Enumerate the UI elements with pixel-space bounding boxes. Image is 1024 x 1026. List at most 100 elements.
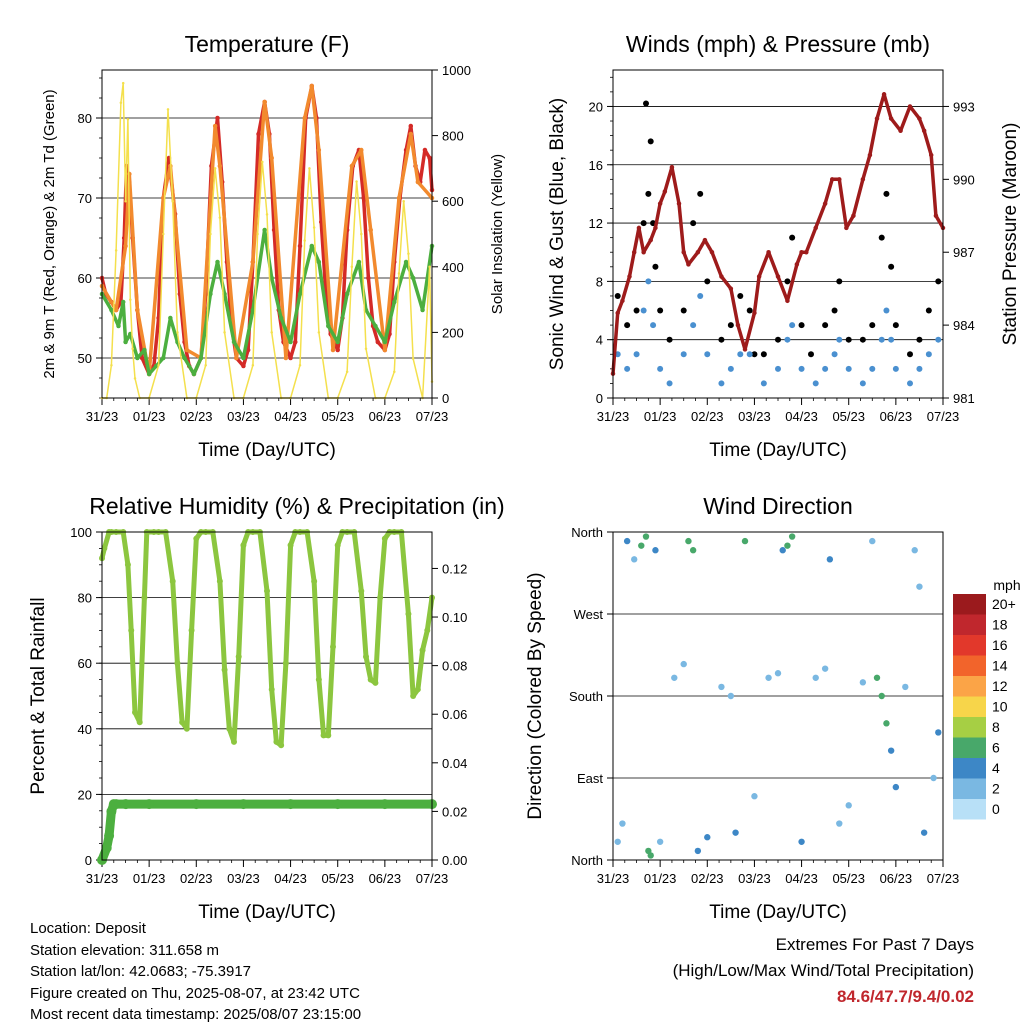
- data-point: [775, 274, 781, 279]
- direction-point: [647, 852, 654, 859]
- panel-title: Relative Humidity (%) & Precipitation (i…: [89, 493, 504, 519]
- data-point: [332, 799, 343, 810]
- elevation-text: Station elevation: 311.658 m: [30, 941, 220, 959]
- y-tick-label: 100: [70, 525, 92, 540]
- data-point: [359, 147, 364, 153]
- data-point: [756, 274, 762, 279]
- data-point: [317, 331, 321, 334]
- data-point: [261, 160, 264, 164]
- data-point: [288, 339, 293, 345]
- data-point: [285, 799, 296, 810]
- y-tick-label: 4: [596, 333, 603, 348]
- direction-point: [779, 547, 786, 554]
- data-point: [235, 653, 242, 660]
- data-point: [245, 347, 251, 353]
- data-point: [752, 310, 757, 316]
- data-point: [269, 275, 274, 281]
- data-point: [216, 578, 223, 585]
- data-point: [124, 199, 127, 203]
- data-point: [135, 355, 140, 361]
- data-point: [869, 365, 876, 372]
- data-point: [193, 535, 200, 542]
- data-point: [161, 355, 166, 361]
- data-point: [727, 322, 734, 329]
- direction-point: [916, 583, 923, 590]
- data-point: [123, 339, 128, 345]
- data-point: [427, 155, 432, 161]
- data-point: [831, 351, 838, 358]
- data-point: [269, 155, 274, 161]
- direction-point: [878, 692, 885, 700]
- plot-frame: [612, 69, 944, 399]
- direction-point: [642, 533, 650, 540]
- direction-point: [930, 774, 937, 782]
- data-point: [241, 355, 246, 361]
- direction-point: [873, 674, 881, 681]
- extremes-title: Extremes For Past 7 Days: [775, 935, 974, 954]
- data-point: [812, 380, 819, 387]
- legend-swatch: [953, 696, 986, 717]
- direction-point: [680, 660, 687, 668]
- x-tick-label: 07/23: [416, 409, 449, 424]
- direction-point: [798, 838, 805, 845]
- data-point: [262, 99, 267, 105]
- data-point: [408, 123, 414, 129]
- data-point: [420, 307, 425, 313]
- data-point: [330, 347, 336, 353]
- data-point: [933, 213, 939, 219]
- data-point: [645, 190, 652, 197]
- y-tick-label: 60: [78, 656, 92, 671]
- x-tick-label: 06/23: [369, 409, 402, 424]
- data-point: [264, 588, 270, 595]
- data-point: [408, 131, 414, 137]
- data-point: [411, 357, 415, 360]
- data-point: [188, 627, 195, 634]
- data-point: [315, 676, 322, 683]
- legend-swatch: [953, 614, 986, 635]
- x-tick-label: 03/23: [738, 871, 771, 886]
- data-point: [718, 336, 725, 343]
- y2-tick-label: 1000: [442, 63, 471, 78]
- data-point: [737, 351, 744, 358]
- data-point: [182, 355, 187, 361]
- direction-point: [614, 838, 621, 845]
- data-point: [804, 249, 809, 255]
- data-point: [209, 232, 212, 236]
- y-tick-label: 0: [85, 853, 92, 868]
- data-point: [831, 307, 838, 314]
- data-point: [624, 365, 631, 372]
- data-point: [278, 315, 284, 321]
- direction-point: [826, 556, 834, 563]
- data-point: [402, 199, 405, 203]
- data-point: [287, 542, 294, 549]
- y2-tick-label: 984: [953, 318, 975, 333]
- series-line-1: [97, 799, 437, 865]
- data-point: [860, 177, 866, 182]
- data-point: [282, 660, 289, 667]
- panel-title: Wind Direction: [703, 493, 853, 519]
- data-point: [925, 351, 932, 358]
- data-point: [262, 227, 267, 233]
- y2-tick-label: 400: [442, 260, 464, 275]
- x-tick-label: 03/23: [227, 409, 260, 424]
- data-point: [760, 351, 767, 358]
- data-point: [928, 152, 934, 158]
- data-point: [718, 380, 725, 387]
- data-point: [859, 380, 866, 387]
- data-point: [727, 365, 734, 372]
- data-point: [316, 259, 322, 265]
- y2-tick-label: 0.12: [442, 561, 467, 576]
- legend-label: 6: [992, 740, 1000, 756]
- data-point: [198, 355, 204, 361]
- data-point: [666, 380, 673, 387]
- x-tick-label: 07/23: [927, 871, 960, 886]
- data-point: [648, 237, 653, 243]
- data-point: [636, 225, 642, 231]
- data-point: [697, 292, 704, 299]
- data-point: [746, 351, 753, 358]
- x-tick-label: 07/23: [416, 871, 449, 886]
- legend-label: 0: [992, 801, 1000, 817]
- data-point: [410, 275, 416, 281]
- data-point: [657, 365, 664, 372]
- direction-point: [623, 537, 631, 545]
